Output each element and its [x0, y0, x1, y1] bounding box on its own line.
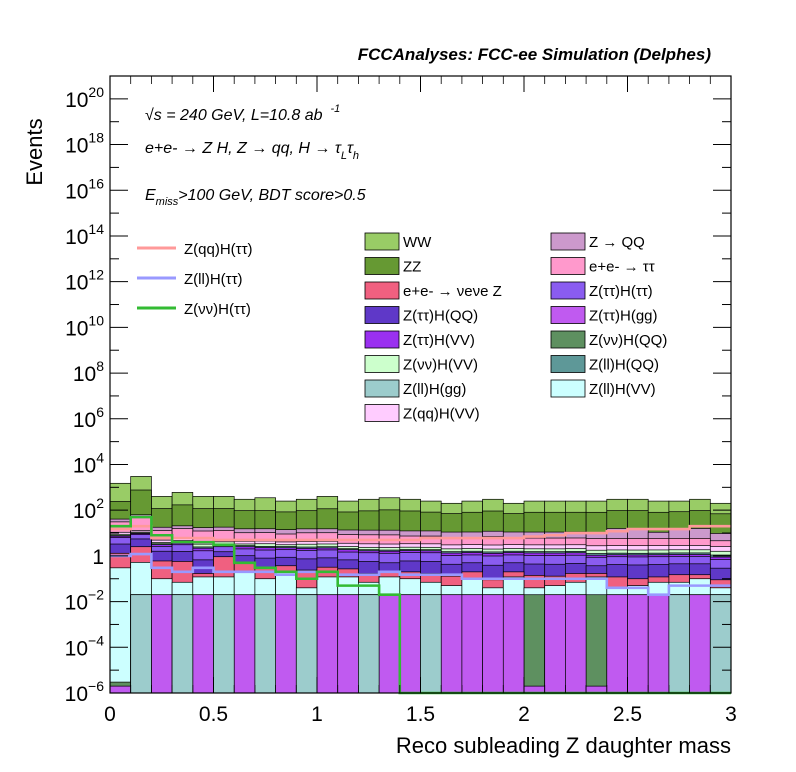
y-tick-label: 10−2	[65, 587, 105, 615]
legend-swatch	[550, 330, 586, 349]
cuts-annotation: Emiss>100 GeV, BDT score>0.5	[145, 187, 366, 208]
legend-label: Z(ll)H(VV)	[589, 381, 656, 398]
legend: WW ZZ e+e- → νeνe Z Z(ττ)H(QQ) Z(ττ)H(VV) Z(ν…	[137, 232, 667, 423]
energy-annotation: √s = 240 GeV, L=10.8 ab -1	[145, 103, 340, 124]
stack-bar	[627, 594, 649, 694]
legend-label: Z(ll)H(ττ)	[184, 271, 243, 288]
y-tick-label: 10−4	[65, 632, 105, 660]
legend-swatch	[364, 257, 400, 275]
stack-bar	[358, 594, 380, 694]
line-z-qq-h	[110, 524, 731, 542]
y-axis-label: Events	[22, 118, 47, 185]
legend-label: Z(ττ)H(VV)	[403, 332, 475, 349]
stack-bar	[523, 594, 546, 694]
legend-swatch	[550, 379, 586, 398]
stack-bar	[254, 594, 276, 694]
y-tick-label: 106	[73, 404, 104, 432]
legend-swatch	[550, 232, 586, 251]
stack-bar	[171, 594, 194, 694]
legend-label: Z(νν)H(QQ)	[589, 332, 667, 349]
stack-bar	[399, 594, 421, 694]
legend-label: Z(qq)H(VV)	[403, 406, 480, 423]
legend-label: ZZ	[403, 259, 421, 276]
axes: 0 0.5 1 1.5 2 2.5 3 10−6 10−4 10−2 1 102 104 106 108 10…	[65, 75, 737, 726]
stack-bar	[275, 594, 297, 694]
stack-bar	[461, 594, 483, 694]
stack-bar	[647, 594, 670, 694]
stack-bar	[130, 594, 152, 694]
process-annotation: e+e- → Z H, Z → qq, H → τLτh	[145, 140, 359, 162]
legend-label: Z(νν)H(VV)	[403, 357, 478, 374]
x-tick-label: 2.5	[613, 703, 642, 726]
x-tick-label: 1	[311, 703, 323, 726]
legend-label: Z(qq)H(ττ)	[184, 241, 253, 258]
stack-bar	[151, 594, 173, 694]
y-tick-label: 1020	[65, 84, 104, 112]
stack-bar	[378, 594, 401, 694]
x-tick-label: 0.5	[199, 703, 228, 726]
x-tick-label: 2	[518, 703, 530, 726]
stack-bar	[482, 594, 504, 694]
y-tick-label: 1016	[65, 175, 104, 203]
x-tick-label: 3	[725, 703, 737, 726]
stack-bar	[709, 594, 732, 694]
y-tick-label: 10−6	[65, 678, 105, 706]
stack-bar	[689, 594, 711, 694]
y-tick-label: 1010	[65, 312, 104, 340]
x-tick-label: 1.5	[406, 703, 435, 726]
legend-label: Z(ττ)H(QQ)	[403, 308, 478, 325]
stack-bar	[337, 594, 359, 694]
stack-bar	[233, 594, 256, 694]
stack-bar	[668, 594, 690, 694]
legend-label: e+e- → νeνe Z	[403, 283, 502, 300]
legend-label: Z(ττ)H(gg)	[589, 308, 658, 325]
stack-bar	[440, 594, 463, 694]
legend-swatch	[364, 281, 400, 300]
stack-bar	[565, 594, 587, 694]
legend-swatch	[550, 306, 586, 324]
stack-bar	[420, 594, 442, 694]
y-tick-label: 1014	[65, 221, 104, 249]
legend-swatch	[550, 281, 586, 300]
legend-swatch	[364, 306, 400, 324]
line-z-ll-h	[110, 552, 731, 597]
x-tick-label: 0	[104, 703, 116, 726]
legend-label: e+e- → ττ	[589, 259, 655, 276]
legend-label: Z(ττ)H(ττ)	[589, 283, 653, 300]
legend-label: Z → QQ	[589, 234, 645, 251]
legend-label: WW	[403, 234, 432, 251]
stacked-histograms	[109, 476, 732, 694]
stack-bar	[606, 594, 628, 694]
legend-swatch	[364, 379, 400, 398]
legend-swatch	[364, 330, 400, 349]
legend-label: Z(ll)H(gg)	[403, 381, 466, 398]
legend-swatch	[364, 404, 400, 422]
stack-bar	[192, 594, 214, 694]
y-tick-label: 104	[73, 449, 104, 477]
legend-swatch	[364, 355, 400, 373]
stack-bar	[544, 594, 566, 694]
stack-bar	[109, 685, 132, 694]
y-tick-label: 108	[73, 358, 104, 386]
stack-z-ll-h-gg	[130, 594, 732, 694]
y-tick-label: 1018	[65, 130, 104, 158]
stack-bar	[316, 594, 339, 694]
legend-swatch	[550, 355, 586, 373]
y-tick-label: 1	[92, 546, 104, 569]
stack-bar	[109, 567, 132, 694]
chart-title: FCCAnalyses: FCC-ee Simulation (Delphes)	[358, 45, 712, 64]
stack-bar	[585, 594, 608, 694]
stack-bar	[295, 594, 318, 694]
stack-bar	[213, 594, 235, 694]
y-tick-label: 1012	[65, 267, 104, 295]
legend-label: Z(ll)H(QQ)	[589, 357, 659, 374]
y-tick-label: 102	[73, 495, 104, 523]
x-axis-label: Reco subleading Z daughter mass	[396, 733, 731, 758]
legend-swatch	[364, 232, 400, 251]
legend-label: Z(νν)H(ττ)	[184, 301, 251, 318]
legend-swatch	[550, 257, 586, 275]
stack-bar	[502, 594, 525, 694]
